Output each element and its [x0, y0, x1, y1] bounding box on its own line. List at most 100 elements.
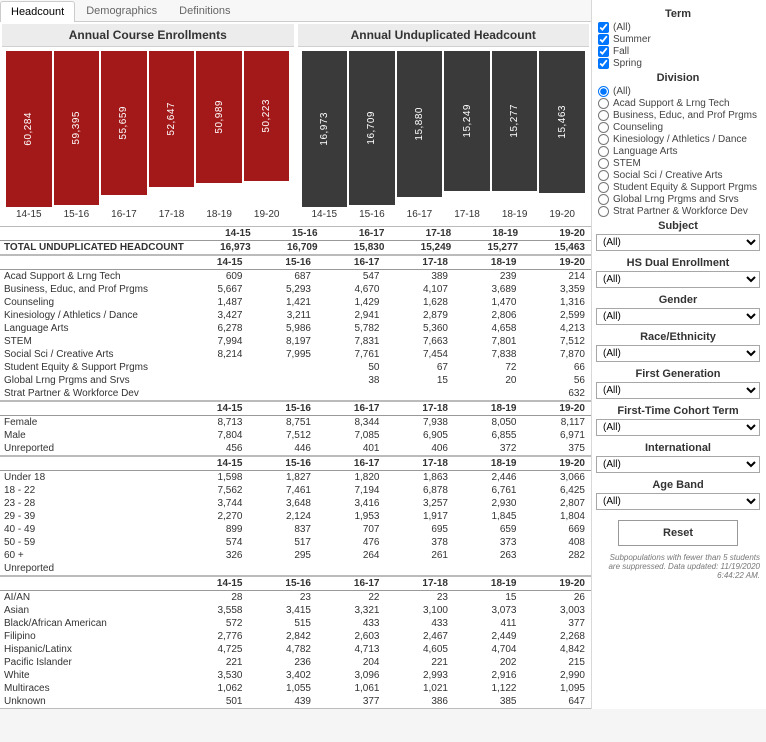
cell: 2,776: [180, 630, 249, 643]
cell: 4,605: [386, 643, 455, 656]
tab-demographics[interactable]: Demographics: [75, 0, 168, 21]
filter-select[interactable]: (All): [596, 271, 760, 288]
bar[interactable]: 15,277: [492, 51, 538, 191]
filter-heading: First-Time Cohort Term: [596, 405, 760, 417]
col-header: 15-16: [249, 457, 318, 471]
filter-select[interactable]: (All): [596, 382, 760, 399]
cell: 2,449: [454, 630, 523, 643]
cell: 7,454: [386, 348, 455, 361]
filter-select[interactable]: (All): [596, 493, 760, 510]
checkbox[interactable]: [598, 22, 609, 33]
radio[interactable]: [598, 98, 609, 109]
division-option[interactable]: Global Lrng Prgms and Srvs: [596, 194, 760, 206]
term-option[interactable]: (All): [596, 22, 760, 34]
tab-definitions[interactable]: Definitions: [168, 0, 241, 21]
radio[interactable]: [598, 146, 609, 157]
radio[interactable]: [598, 170, 609, 181]
bar-value: 59,395: [71, 111, 82, 145]
radio[interactable]: [598, 206, 609, 217]
cell: 15,277: [457, 241, 524, 255]
col-header: 14-15: [180, 577, 249, 591]
division-option[interactable]: Counseling: [596, 122, 760, 134]
cell: 6,905: [386, 429, 455, 442]
col-header: 17-18: [386, 402, 455, 416]
bar[interactable]: 59,395: [54, 51, 100, 205]
radio[interactable]: [598, 86, 609, 97]
checkbox[interactable]: [598, 34, 609, 45]
radio[interactable]: [598, 158, 609, 169]
bar[interactable]: 50,989: [196, 51, 242, 183]
col-header: 19-20: [524, 227, 591, 241]
term-option[interactable]: Summer: [596, 34, 760, 46]
division-option[interactable]: Kinesiology / Athletics / Dance: [596, 134, 760, 146]
bar[interactable]: 15,249: [444, 51, 490, 191]
cell: 7,085: [317, 429, 386, 442]
radio[interactable]: [598, 182, 609, 193]
cell: 5,360: [386, 322, 455, 335]
division-option[interactable]: (All): [596, 86, 760, 98]
row-label: Under 18: [0, 471, 180, 485]
col-header: 16-17: [317, 577, 386, 591]
division-option[interactable]: Business, Educ, and Prof Prgms: [596, 110, 760, 122]
division-option[interactable]: Social Sci / Creative Arts: [596, 170, 760, 182]
col-header: 16-17: [324, 227, 391, 241]
cell: 15,463: [524, 241, 591, 255]
radio[interactable]: [598, 194, 609, 205]
radio[interactable]: [598, 122, 609, 133]
bar[interactable]: 52,647: [149, 51, 195, 187]
cell: 1,316: [523, 296, 592, 309]
division-option[interactable]: Acad Support & Lrng Tech: [596, 98, 760, 110]
bar[interactable]: 15,463: [539, 51, 585, 193]
checkbox[interactable]: [598, 46, 609, 57]
radio[interactable]: [598, 134, 609, 145]
filter-select[interactable]: (All): [596, 234, 760, 251]
cell: 1,820: [317, 471, 386, 485]
cell: 2,268: [523, 630, 592, 643]
x-label: 17-18: [444, 209, 490, 220]
radio[interactable]: [598, 110, 609, 121]
filter-select[interactable]: (All): [596, 419, 760, 436]
chart-1: Annual Unduplicated Headcount16,97316,70…: [298, 24, 590, 224]
cell: 5,782: [317, 322, 386, 335]
cell: 3,073: [454, 604, 523, 617]
cell: 4,670: [317, 283, 386, 296]
division-option[interactable]: STEM: [596, 158, 760, 170]
filter-select[interactable]: (All): [596, 345, 760, 362]
bar[interactable]: 16,709: [349, 51, 395, 205]
row-label: Unreported: [0, 442, 180, 456]
division-option[interactable]: Student Equity & Support Prgms: [596, 182, 760, 194]
term-option[interactable]: Fall: [596, 46, 760, 58]
filter-select[interactable]: (All): [596, 308, 760, 325]
cell: 406: [386, 442, 455, 456]
filter-heading-division: Division: [596, 72, 760, 84]
chart-title: Annual Course Enrollments: [2, 24, 294, 47]
cell: 1,487: [180, 296, 249, 309]
bar[interactable]: 55,659: [101, 51, 147, 195]
bar[interactable]: 60,284: [6, 51, 52, 207]
cell: 3,096: [317, 669, 386, 682]
division-option[interactable]: Strat Partner & Workforce Dev: [596, 206, 760, 218]
bar[interactable]: 15,880: [397, 51, 443, 197]
bar[interactable]: 16,973: [302, 51, 348, 207]
filter-select[interactable]: (All): [596, 456, 760, 473]
term-option[interactable]: Spring: [596, 58, 760, 70]
checkbox[interactable]: [598, 58, 609, 69]
cell: 3,558: [180, 604, 249, 617]
bar-value: 15,463: [557, 105, 568, 139]
bar[interactable]: 50,223: [244, 51, 290, 181]
cell: 1,061: [317, 682, 386, 695]
division-option[interactable]: Language Arts: [596, 146, 760, 158]
reset-button[interactable]: Reset: [618, 520, 738, 546]
cell: 7,663: [386, 335, 455, 348]
row-label: [0, 577, 180, 591]
x-label: 14-15: [302, 209, 348, 220]
bar-value: 55,659: [118, 106, 129, 140]
cell: 4,713: [317, 643, 386, 656]
tab-headcount[interactable]: Headcount: [0, 1, 75, 22]
cell: 3,416: [317, 497, 386, 510]
col-header: 14-15: [180, 402, 249, 416]
cell: 3,003: [523, 604, 592, 617]
option-label: Strat Partner & Workforce Dev: [613, 206, 748, 217]
cell: 15: [454, 591, 523, 605]
cell: 4,107: [386, 283, 455, 296]
